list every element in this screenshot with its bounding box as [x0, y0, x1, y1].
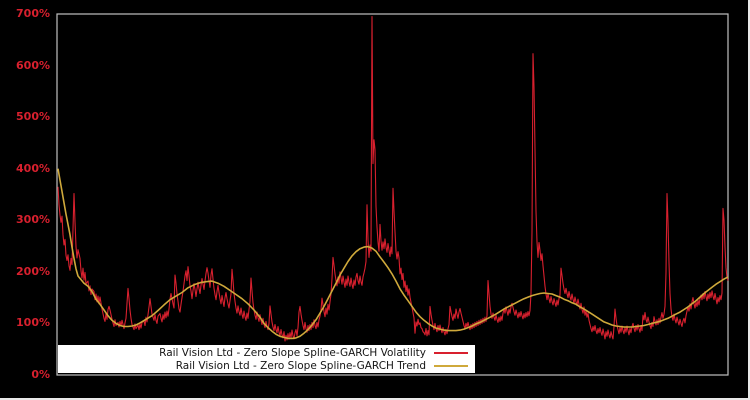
figure-right-edge-line [748, 0, 750, 400]
y-tick-label: 500% [16, 110, 50, 124]
y-tick-label: 700% [16, 7, 50, 20]
legend-swatch-trend-line [434, 364, 468, 367]
y-tick-label: 100% [16, 316, 50, 330]
legend-swatch-volatility-line [434, 351, 468, 354]
trend-line [57, 168, 729, 340]
legend-row-volatility: Rail Vision Ltd - Zero Slope Spline-GARC… [58, 346, 475, 359]
volatility-line [57, 16, 729, 342]
legend: Rail Vision Ltd - Zero Slope Spline-GARC… [58, 345, 475, 373]
y-tick-label: 600% [16, 58, 50, 72]
figure-bottom-edge-line [0, 398, 750, 400]
legend-label-trend: Rail Vision Ltd - Zero Slope Spline-GARC… [175, 359, 426, 372]
y-tick-label: 200% [16, 264, 50, 278]
y-tick-label: 300% [16, 213, 50, 227]
y-tick-label: 400% [16, 161, 50, 175]
legend-row-trend: Rail Vision Ltd - Zero Slope Spline-GARC… [58, 359, 475, 372]
legend-label-volatility: Rail Vision Ltd - Zero Slope Spline-GARC… [159, 346, 426, 359]
plot-frame [56, 13, 729, 376]
y-tick-label: 0% [31, 368, 50, 381]
